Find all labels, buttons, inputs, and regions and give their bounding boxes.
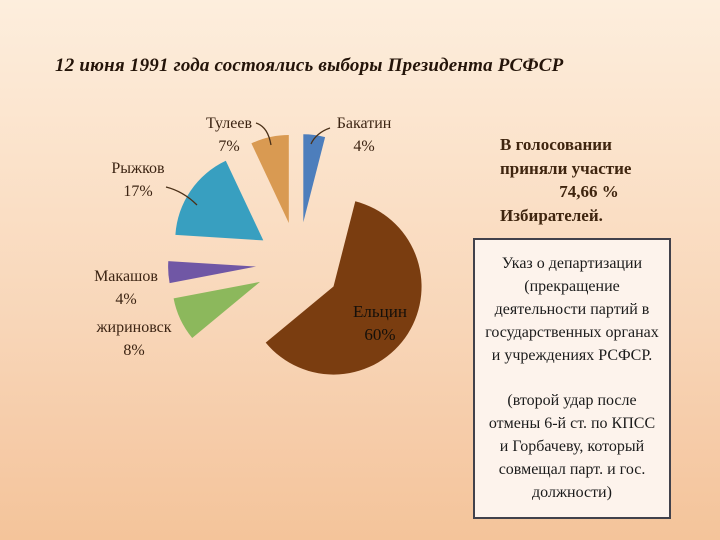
- pie-label-bakatin-pct: 4%: [353, 138, 375, 155]
- decree-paragraph-2: (второй удар после отмены 6-й ст. по КПС…: [488, 392, 656, 501]
- pie-slice-6: [251, 135, 289, 223]
- pie-label-yeltsin-name: Ельцин: [353, 302, 407, 321]
- pie-label-yeltsin-pct: 60%: [364, 325, 396, 344]
- pie-slice-5: [175, 160, 264, 241]
- pie-label-tuleev-name: Тулеев: [205, 115, 252, 132]
- pie-label-ryzhkov-pct: 17%: [123, 183, 153, 200]
- decree-text-box: Указ о департизации (прекращение деятель…: [473, 238, 671, 519]
- pie-slices-group: [168, 134, 422, 375]
- turnout-note: В голосовании приняли участие 74,66 % Из…: [500, 133, 678, 227]
- turnout-line-3: Избирателей.: [500, 205, 603, 225]
- pie-label-yeltsin: Ельцин 60%: [328, 300, 432, 346]
- pie-label-bakatin: Бакатин 4%: [316, 112, 412, 158]
- pie-slice-3: [173, 281, 260, 338]
- pie-slice-1: [303, 134, 326, 223]
- pie-label-zhirinovsk: жириновск 8%: [82, 316, 186, 362]
- pie-label-makashov: Макашов 4%: [78, 265, 174, 311]
- pie-label-ryzhkov: Рыжков 17%: [86, 157, 190, 203]
- leader-line-tuleev: [255, 122, 272, 146]
- leader-line-bakatin: [310, 127, 331, 145]
- pie-label-bakatin-name: Бакатин: [336, 115, 392, 132]
- pie-label-zhirinovsk-pct: 8%: [123, 342, 145, 359]
- turnout-line-1: В голосовании: [500, 135, 612, 154]
- slide-title: 12 июня 1991 года состоялись выборы През…: [55, 55, 564, 76]
- pie-label-ryzhkov-name: Рыжков: [111, 160, 165, 177]
- pie-slice-4: [168, 261, 257, 284]
- decree-paragraph-1: Указ о департизации (прекращение деятель…: [485, 255, 659, 364]
- turnout-line-2: приняли участие: [500, 158, 632, 178]
- pie-label-tuleev: Тулеев 7%: [182, 112, 276, 158]
- pie-slice-2: [265, 201, 422, 375]
- pie-label-zhirinovsk-name: жириновск: [96, 319, 172, 336]
- pie-label-makashov-name: Макашов: [94, 268, 158, 285]
- pie-label-makashov-pct: 4%: [115, 291, 137, 308]
- leader-line-ryzhkov: [165, 186, 198, 206]
- pie-label-tuleev-pct: 7%: [218, 138, 240, 155]
- turnout-value: 74,66 %: [559, 182, 619, 201]
